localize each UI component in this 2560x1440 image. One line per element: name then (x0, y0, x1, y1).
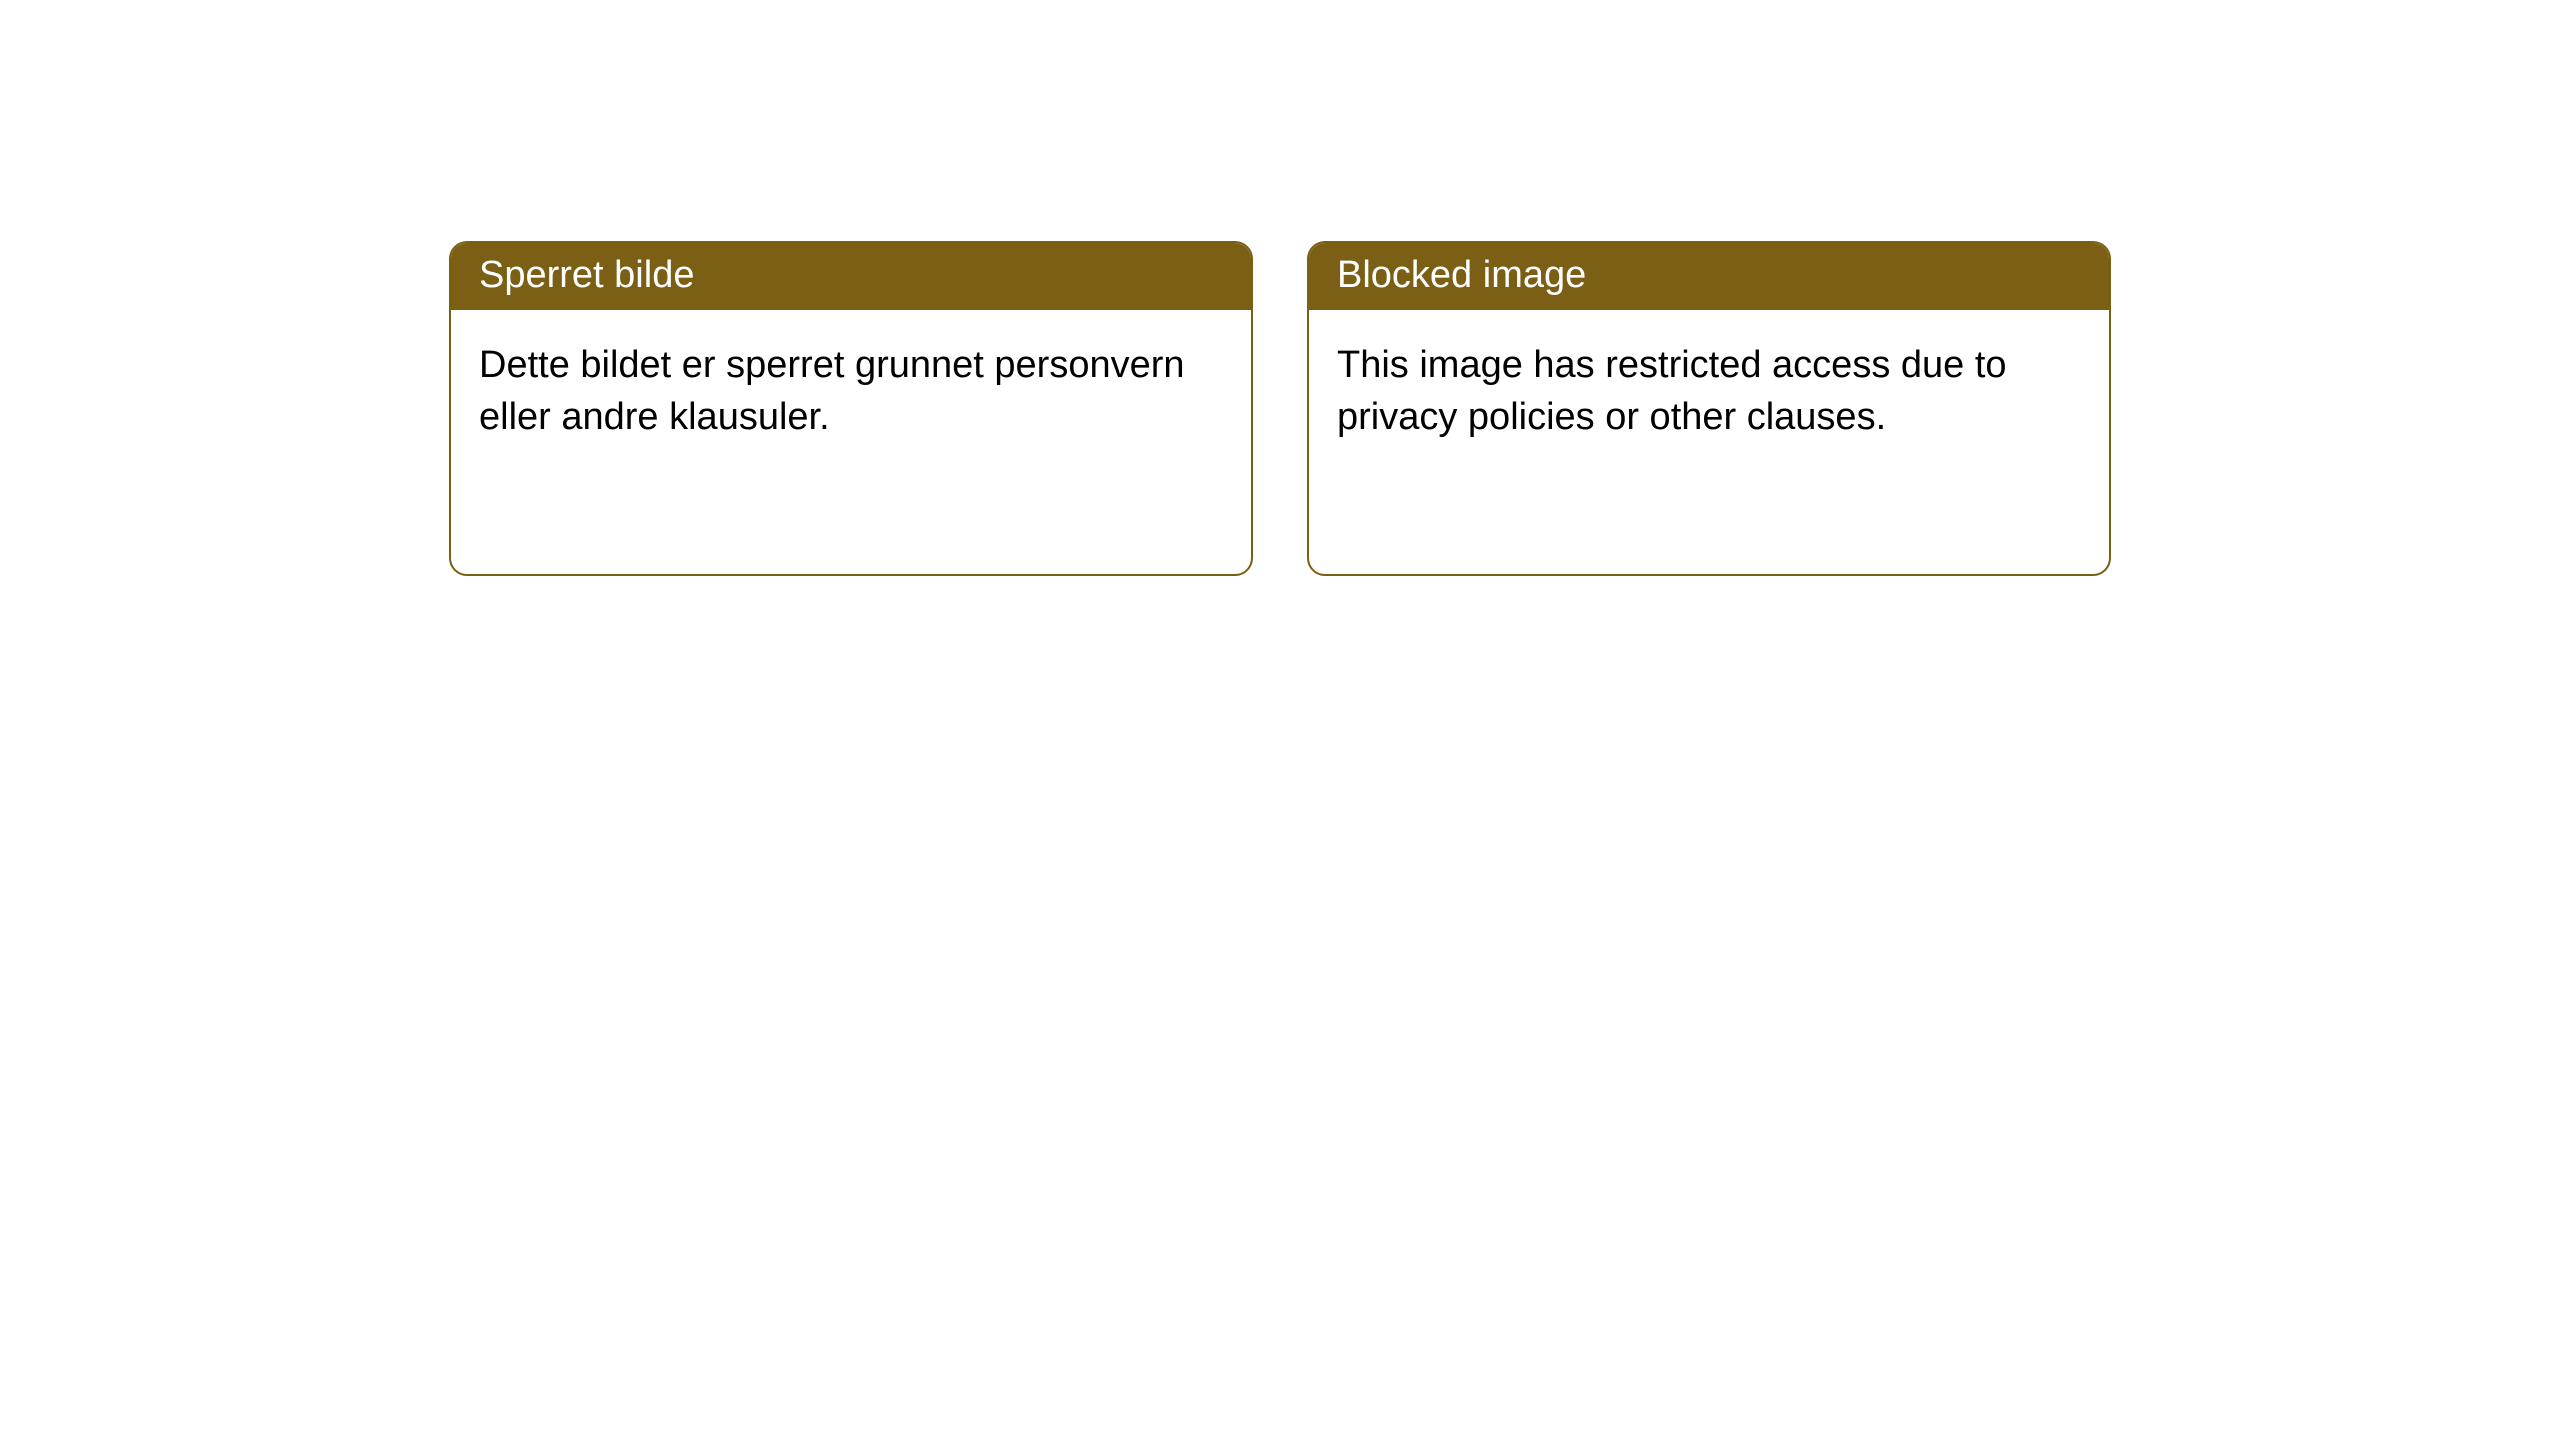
card-header: Sperret bilde (451, 243, 1251, 310)
notice-cards-container: Sperret bilde Dette bildet er sperret gr… (0, 0, 2560, 576)
card-body: This image has restricted access due to … (1309, 310, 2109, 473)
card-body-text: Dette bildet er sperret grunnet personve… (479, 344, 1185, 437)
card-body: Dette bildet er sperret grunnet personve… (451, 310, 1251, 473)
card-header: Blocked image (1309, 243, 2109, 310)
notice-card-norwegian: Sperret bilde Dette bildet er sperret gr… (449, 241, 1253, 576)
card-title: Sperret bilde (479, 254, 694, 296)
card-title: Blocked image (1337, 254, 1586, 296)
card-body-text: This image has restricted access due to … (1337, 344, 2007, 437)
notice-card-english: Blocked image This image has restricted … (1307, 241, 2111, 576)
